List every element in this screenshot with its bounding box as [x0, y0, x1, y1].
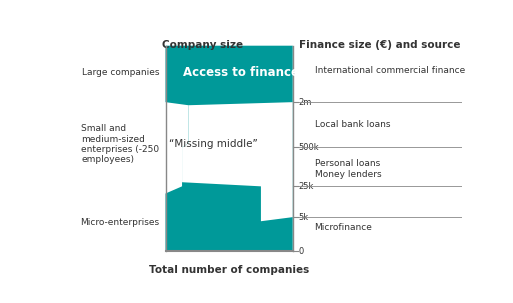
Text: International commercial finance: International commercial finance: [314, 66, 465, 75]
Text: Local bank loans: Local bank loans: [314, 120, 390, 129]
Text: Small and
medium-sized
enterprises (-250
employees): Small and medium-sized enterprises (-250…: [82, 124, 160, 164]
Polygon shape: [182, 102, 293, 221]
Text: 25k: 25k: [299, 182, 314, 191]
Text: Micro-enterprises: Micro-enterprises: [81, 218, 160, 227]
Text: Total number of companies: Total number of companies: [149, 265, 309, 275]
Text: 5k: 5k: [299, 213, 309, 221]
Text: 2m: 2m: [299, 98, 312, 107]
Text: Personal loans
Money lenders: Personal loans Money lenders: [314, 159, 381, 178]
Text: “Missing middle”: “Missing middle”: [169, 139, 258, 149]
Text: Access to finance: Access to finance: [183, 66, 299, 79]
Text: 500k: 500k: [299, 143, 319, 152]
Text: 0: 0: [299, 247, 304, 255]
Text: Finance size (€) and source: Finance size (€) and source: [299, 40, 460, 50]
Text: Large companies: Large companies: [82, 68, 160, 77]
Text: Company size: Company size: [162, 40, 243, 50]
Polygon shape: [166, 46, 293, 251]
Text: Microfinance: Microfinance: [314, 223, 372, 232]
